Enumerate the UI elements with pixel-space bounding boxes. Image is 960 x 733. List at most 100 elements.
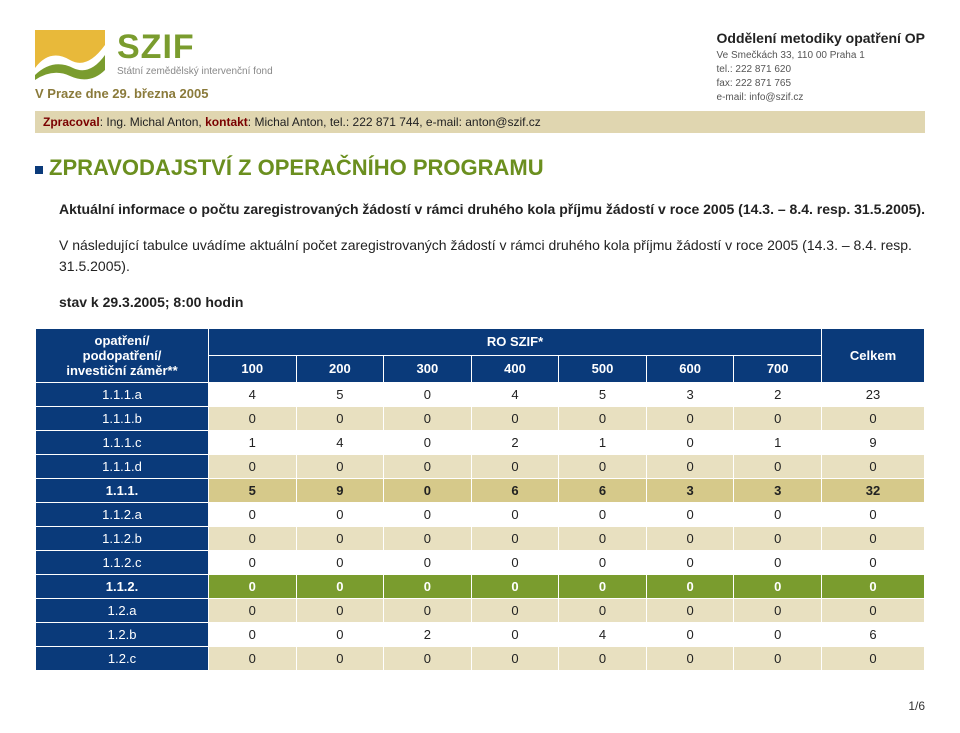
cell: 0 bbox=[471, 550, 559, 574]
cell: 5 bbox=[559, 382, 647, 406]
col-head: 100 bbox=[209, 355, 297, 382]
cell: 0 bbox=[646, 406, 734, 430]
cell: 0 bbox=[384, 430, 472, 454]
cell: 0 bbox=[559, 646, 647, 670]
cell: 0 bbox=[734, 526, 822, 550]
desc-paragraph: V následující tabulce uvádíme aktuální p… bbox=[59, 235, 925, 278]
row-label: 1.1.2.b bbox=[36, 526, 209, 550]
cell: 0 bbox=[559, 526, 647, 550]
cell: 0 bbox=[296, 622, 384, 646]
cell: 0 bbox=[471, 526, 559, 550]
cell: 0 bbox=[822, 598, 925, 622]
row-label: 1.1.1.c bbox=[36, 430, 209, 454]
zprac-label: Zpracoval bbox=[43, 115, 100, 129]
cell: 0 bbox=[296, 406, 384, 430]
cell: 0 bbox=[471, 454, 559, 478]
col-head: 400 bbox=[471, 355, 559, 382]
cell: 0 bbox=[384, 382, 472, 406]
cell: 2 bbox=[471, 430, 559, 454]
data-table: opatření/ podopatření/ investiční záměr*… bbox=[35, 328, 925, 671]
row-label: 1.1.1. bbox=[36, 478, 209, 502]
row-label: 1.1.2.c bbox=[36, 550, 209, 574]
row-label: 1.2.c bbox=[36, 646, 209, 670]
table-row: 1.2.c00000000 bbox=[36, 646, 925, 670]
cell: 0 bbox=[822, 454, 925, 478]
cell: 9 bbox=[296, 478, 384, 502]
cell: 0 bbox=[384, 454, 472, 478]
cell: 0 bbox=[559, 406, 647, 430]
cell: 6 bbox=[822, 622, 925, 646]
author-bar: Zpracoval: Ing. Michal Anton, kontakt: M… bbox=[35, 111, 925, 133]
cell: 3 bbox=[734, 478, 822, 502]
cell: 4 bbox=[471, 382, 559, 406]
cell: 0 bbox=[734, 574, 822, 598]
cell: 6 bbox=[471, 478, 559, 502]
cell: 0 bbox=[296, 550, 384, 574]
table-row: 1.1.1.d00000000 bbox=[36, 454, 925, 478]
cell: 0 bbox=[559, 550, 647, 574]
cell: 0 bbox=[822, 406, 925, 430]
cell: 0 bbox=[646, 430, 734, 454]
col-head: 300 bbox=[384, 355, 472, 382]
title-text: ZPRAVODAJSTVÍ Z OPERAČNÍHO PROGRAMU bbox=[49, 155, 544, 180]
cell: 9 bbox=[822, 430, 925, 454]
cell: 6 bbox=[559, 478, 647, 502]
cell: 0 bbox=[384, 502, 472, 526]
row-label: 1.2.b bbox=[36, 622, 209, 646]
cell: 0 bbox=[646, 526, 734, 550]
cell: 1 bbox=[209, 430, 297, 454]
fax: fax: 222 871 765 bbox=[717, 77, 925, 91]
table-row: 1.1.1.590663332 bbox=[36, 478, 925, 502]
cell: 0 bbox=[384, 646, 472, 670]
cell: 0 bbox=[296, 598, 384, 622]
logo-block: SZIF Státní zemědělský intervenční fond bbox=[35, 30, 273, 80]
cell: 0 bbox=[471, 622, 559, 646]
cell: 0 bbox=[822, 502, 925, 526]
cell: 0 bbox=[471, 502, 559, 526]
cell: 0 bbox=[209, 406, 297, 430]
cell: 5 bbox=[296, 382, 384, 406]
cell: 0 bbox=[296, 526, 384, 550]
dept-title: Oddělení metodiky opatření OP bbox=[717, 30, 925, 46]
cell: 2 bbox=[734, 382, 822, 406]
cell: 3 bbox=[646, 382, 734, 406]
address: Ve Smečkách 33, 110 00 Praha 1 bbox=[717, 49, 925, 63]
cell: 0 bbox=[559, 502, 647, 526]
cell: 0 bbox=[296, 646, 384, 670]
row-label: 1.1.1.b bbox=[36, 406, 209, 430]
table-row: 1.1.2.00000000 bbox=[36, 574, 925, 598]
cell: 0 bbox=[384, 526, 472, 550]
header-left: SZIF Státní zemědělský intervenční fond … bbox=[35, 30, 273, 101]
cell: 0 bbox=[734, 454, 822, 478]
cell: 3 bbox=[646, 478, 734, 502]
cell: 2 bbox=[384, 622, 472, 646]
col-head-total: Celkem bbox=[822, 328, 925, 382]
cell: 0 bbox=[646, 550, 734, 574]
cell: 0 bbox=[559, 454, 647, 478]
page-title: ZPRAVODAJSTVÍ Z OPERAČNÍHO PROGRAMU bbox=[35, 155, 925, 181]
col-head: 500 bbox=[559, 355, 647, 382]
cell: 0 bbox=[734, 502, 822, 526]
cell: 0 bbox=[559, 574, 647, 598]
header-right: Oddělení metodiky opatření OP Ve Smečkác… bbox=[717, 30, 925, 105]
table-body: 1.1.1.a4504532231.1.1.b000000001.1.1.c14… bbox=[36, 382, 925, 670]
email: e-mail: info@szif.cz bbox=[717, 91, 925, 105]
table-head: opatření/ podopatření/ investiční záměr*… bbox=[36, 328, 925, 382]
cell: 0 bbox=[471, 598, 559, 622]
logo-text: SZIF Státní zemědělský intervenční fond bbox=[117, 30, 273, 77]
cell: 0 bbox=[822, 526, 925, 550]
cell: 0 bbox=[822, 550, 925, 574]
stav-bold: stav k 29.3.2005; 8:00 hodin bbox=[59, 294, 243, 310]
cell: 0 bbox=[384, 478, 472, 502]
col-head: 600 bbox=[646, 355, 734, 382]
cell: 0 bbox=[646, 622, 734, 646]
table-row: 1.1.2.c00000000 bbox=[36, 550, 925, 574]
date-line: V Praze dne 29. března 2005 bbox=[35, 86, 273, 101]
col-head-left: opatření/ podopatření/ investiční záměr*… bbox=[36, 328, 209, 382]
cell: 0 bbox=[734, 646, 822, 670]
table-row: 1.2.a00000000 bbox=[36, 598, 925, 622]
cell: 4 bbox=[296, 430, 384, 454]
cell: 1 bbox=[734, 430, 822, 454]
kontakt-val: : Michal Anton, tel.: 222 871 744, e-mai… bbox=[248, 115, 541, 129]
cell: 0 bbox=[734, 550, 822, 574]
